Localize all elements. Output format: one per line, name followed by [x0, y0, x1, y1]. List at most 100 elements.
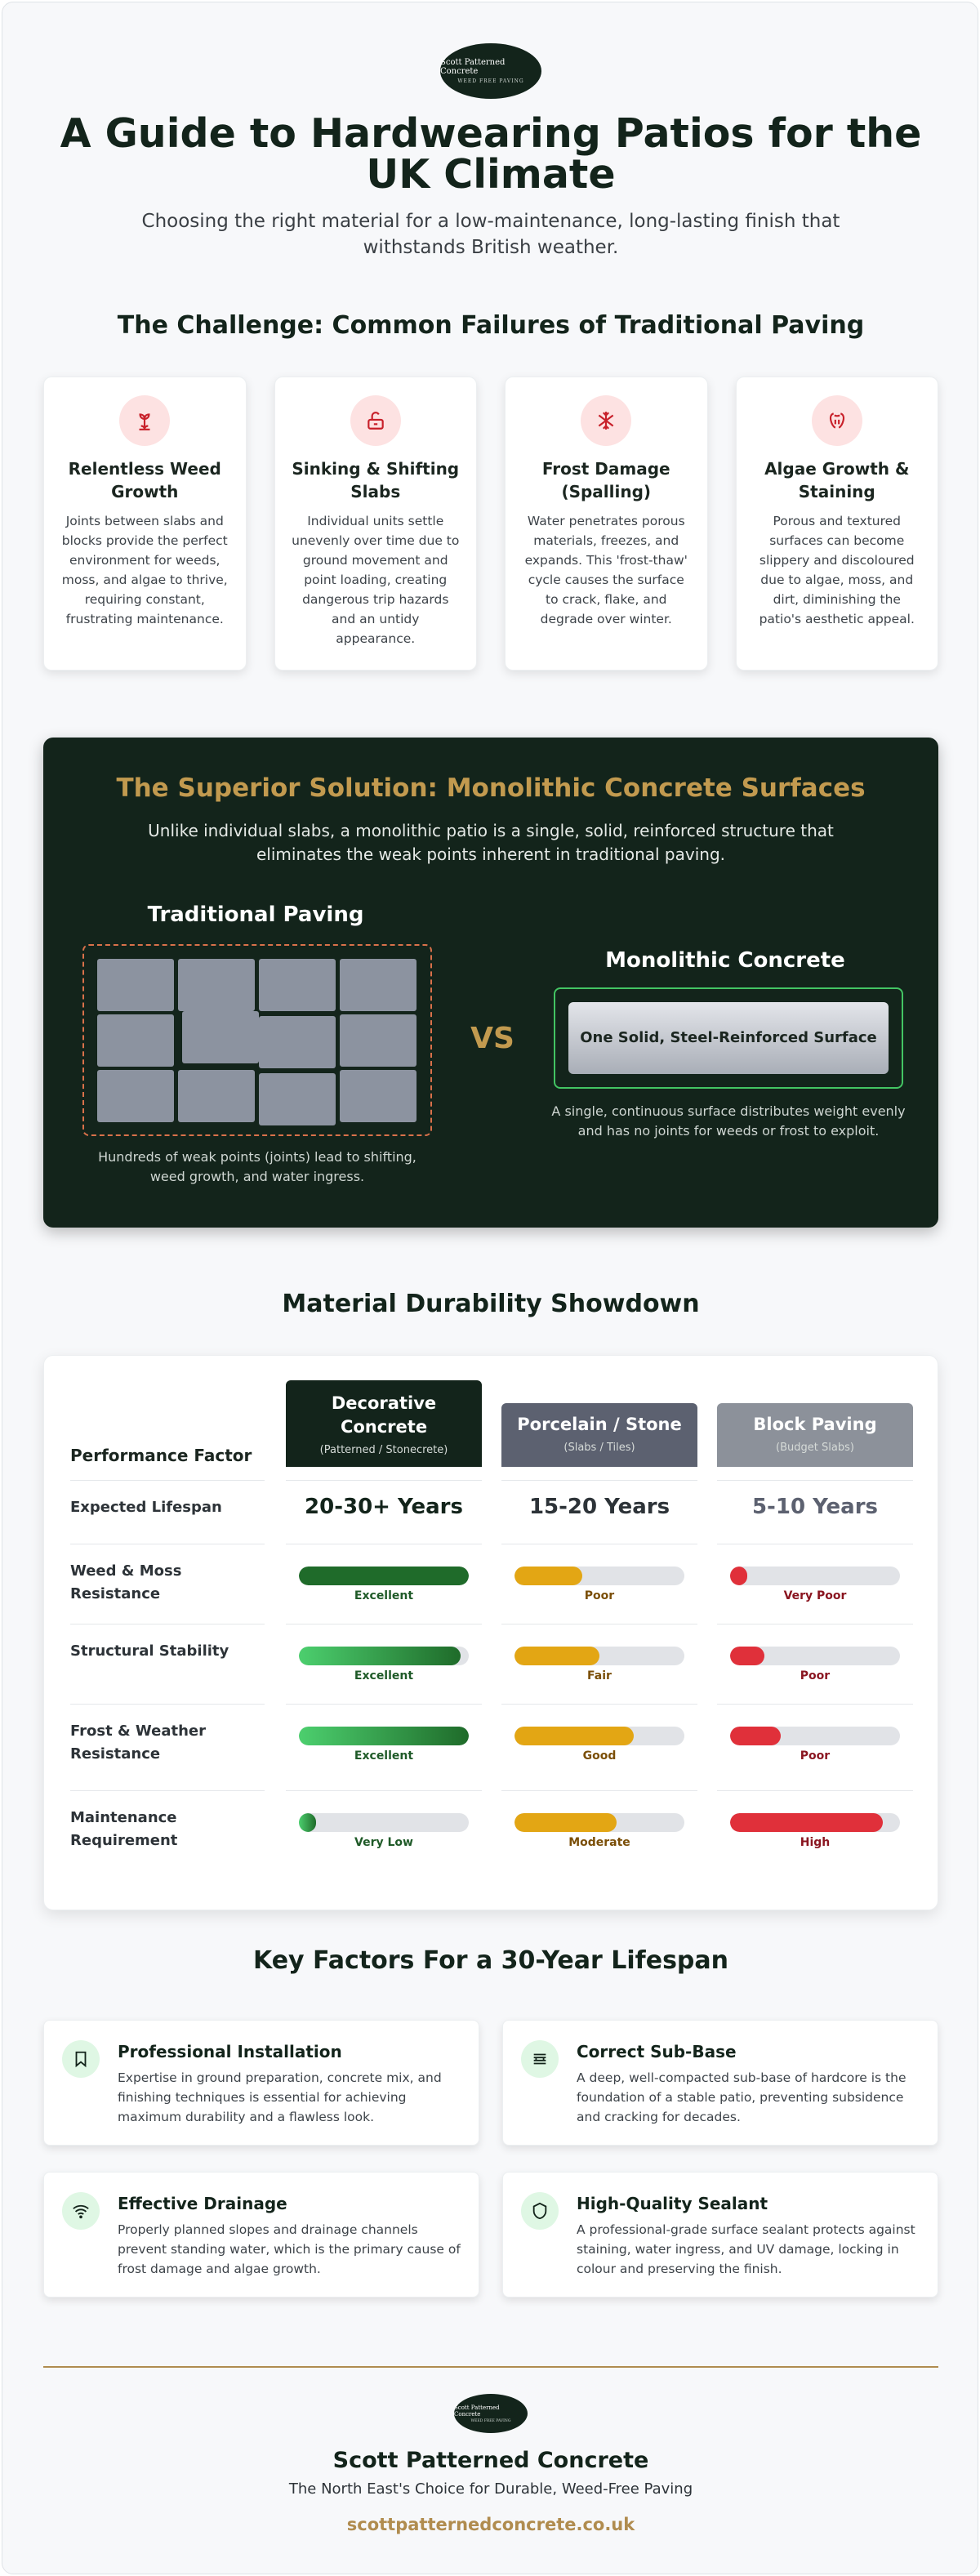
footer-logo: Scott Patterned Concrete WEED FREE PAVIN…: [454, 2394, 528, 2433]
lifespan-value: 15-20 Years: [528, 1495, 670, 1519]
rating-label: Very Low: [354, 1836, 413, 1849]
footer-logo-tagline: WEED FREE PAVING: [470, 2418, 511, 2423]
row-label-lifespan: Expected Lifespan: [70, 1499, 222, 1516]
monolithic-caption: A single, continuous surface distributes…: [551, 1103, 906, 1139]
factors-heading: Key Factors For a 30-Year Lifespan: [252, 1946, 728, 1975]
challenge-card: Relentless Weed Growth Joints between sl…: [43, 377, 247, 671]
footer-tagline: The North East's Choice for Durable, Wee…: [288, 2480, 693, 2498]
rating-label: Fair: [587, 1669, 612, 1682]
paving-slab: [340, 959, 416, 1011]
monolithic-diagram: One Solid, Steel-Reinforced Surface: [554, 987, 903, 1089]
rating-bar: [730, 1813, 900, 1832]
rating-label: Excellent: [354, 1589, 414, 1602]
factor-header: Performance Factor: [70, 1446, 252, 1465]
lifespan-value: 5-10 Years: [751, 1495, 879, 1519]
column-title: Decorative Concrete: [331, 1393, 437, 1437]
rating-bar-fill: [299, 1567, 469, 1585]
solution-heading: The Superior Solution: Monolithic Concre…: [116, 773, 866, 803]
rating-label: Good: [582, 1749, 617, 1763]
rating-bar: [299, 1727, 469, 1745]
card-title: Algae Growth & Staining: [764, 459, 910, 501]
factor-title: Effective Drainage: [118, 2194, 287, 2213]
column-subtitle: (Slabs / Tiles): [564, 1442, 635, 1454]
vs-label: VS: [470, 1022, 514, 1055]
page-subtitle: Choosing the right material for a low-ma…: [141, 211, 840, 258]
column-header-concrete: Decorative Concrete (Patterned / Stonecr…: [286, 1380, 482, 1467]
solution-panel: The Superior Solution: Monolithic Concre…: [43, 738, 938, 1228]
paving-slab: [178, 959, 255, 1011]
rating-bar: [299, 1567, 469, 1585]
rating-bar: [514, 1647, 684, 1665]
challenge-card: Algae Growth & Staining Porous and textu…: [735, 377, 938, 671]
paving-slab: [97, 1070, 174, 1122]
paving-slab: [340, 1014, 416, 1067]
column-title: Block Paving: [753, 1415, 877, 1434]
row-divider: [70, 1790, 265, 1791]
rating-bar-fill: [299, 1813, 316, 1832]
footer-website-link[interactable]: scottpatternedconcrete.co.uk: [346, 2515, 635, 2534]
rating-bar-fill: [730, 1567, 747, 1585]
paving-slab: [97, 959, 174, 1011]
challenge-card: Sinking & Shifting Slabs Individual unit…: [274, 377, 477, 671]
card-text: Individual units settle unevenly over ti…: [292, 514, 460, 646]
rating-bar-fill: [514, 1567, 583, 1585]
challenge-cards: Relentless Weed Growth Joints between sl…: [43, 377, 938, 671]
row-divider: [501, 1704, 697, 1705]
layers-icon: [521, 2040, 559, 2078]
rating-bar-fill: [514, 1727, 634, 1745]
row-divider: [501, 1480, 697, 1481]
factor-title: High-Quality Sealant: [577, 2194, 768, 2213]
column-header-porcelain: Porcelain / Stone (Slabs / Tiles): [501, 1403, 697, 1467]
rating-bar-fill: [299, 1647, 461, 1665]
factor-title: Correct Sub-Base: [577, 2042, 737, 2061]
rating-bar: [730, 1567, 900, 1585]
rating-bar-fill: [514, 1813, 617, 1832]
rating-bar: [514, 1727, 684, 1745]
rating-label: High: [800, 1836, 831, 1849]
wifi-drainage-icon: [62, 2192, 100, 2230]
factor-text: A professional-grade surface sealant pro…: [577, 2222, 915, 2276]
rating-bar-fill: [730, 1727, 782, 1745]
rating-bar: [299, 1647, 469, 1665]
algae-icon: [811, 395, 862, 446]
row-divider: [286, 1480, 482, 1481]
logo-tagline: WEED FREE PAVING: [457, 78, 524, 84]
paving-slab: [259, 1073, 336, 1125]
card-title: Frost Damage (Spalling): [541, 459, 670, 501]
row-label: Maintenance Requirement: [70, 1809, 178, 1849]
rating-bar-fill: [730, 1813, 884, 1832]
footer-divider: [43, 2366, 938, 2368]
row-label: Frost & Weather Resistance: [70, 1723, 207, 1763]
page-title: A Guide to Hardwearing Patios for the UK…: [60, 110, 922, 198]
monolithic-surface-label: One Solid, Steel-Reinforced Surface: [568, 1002, 889, 1074]
footer-logo-name: Scott Patterned Concrete: [454, 2404, 500, 2418]
row-divider: [501, 1790, 697, 1791]
rating-label: Excellent: [354, 1749, 414, 1763]
brand-logo: Scott Patterned Concrete WEED FREE PAVIN…: [440, 43, 541, 99]
rating-label: Excellent: [354, 1669, 414, 1682]
factor-card: Professional Installation Expertise in g…: [43, 2020, 479, 2146]
shield-icon: [521, 2192, 559, 2230]
traditional-paving-diagram: [82, 944, 432, 1136]
factor-text: Properly planned slopes and drainage cha…: [118, 2222, 461, 2276]
rating-bar: [299, 1813, 469, 1832]
factor-card: Effective Drainage Properly planned slop…: [43, 2172, 479, 2297]
rating-bar-fill: [730, 1647, 764, 1665]
rating-label: Moderate: [568, 1836, 630, 1849]
weed-icon: [119, 395, 171, 446]
rating-label: Poor: [800, 1669, 831, 1682]
row-divider: [717, 1704, 913, 1705]
card-text: Water penetrates porous materials, freez…: [524, 514, 688, 626]
rating-label: Poor: [584, 1589, 615, 1602]
rating-bar: [514, 1567, 684, 1585]
paving-slab: [182, 1011, 259, 1063]
paving-slab: [178, 1070, 255, 1122]
challenge-heading: The Challenge: Common Failures of Tradit…: [117, 311, 865, 340]
traditional-caption: Hundreds of weak points (joints) lead to…: [98, 1149, 416, 1184]
factor-title: Professional Installation: [118, 2042, 342, 2061]
rating-bar: [730, 1727, 900, 1745]
logo-name: Scott Patterned Concrete: [440, 58, 506, 76]
factor-card: Correct Sub-Base A deep, well-compacted …: [502, 2020, 938, 2146]
row-divider: [717, 1480, 913, 1481]
rating-label: Poor: [800, 1749, 831, 1763]
